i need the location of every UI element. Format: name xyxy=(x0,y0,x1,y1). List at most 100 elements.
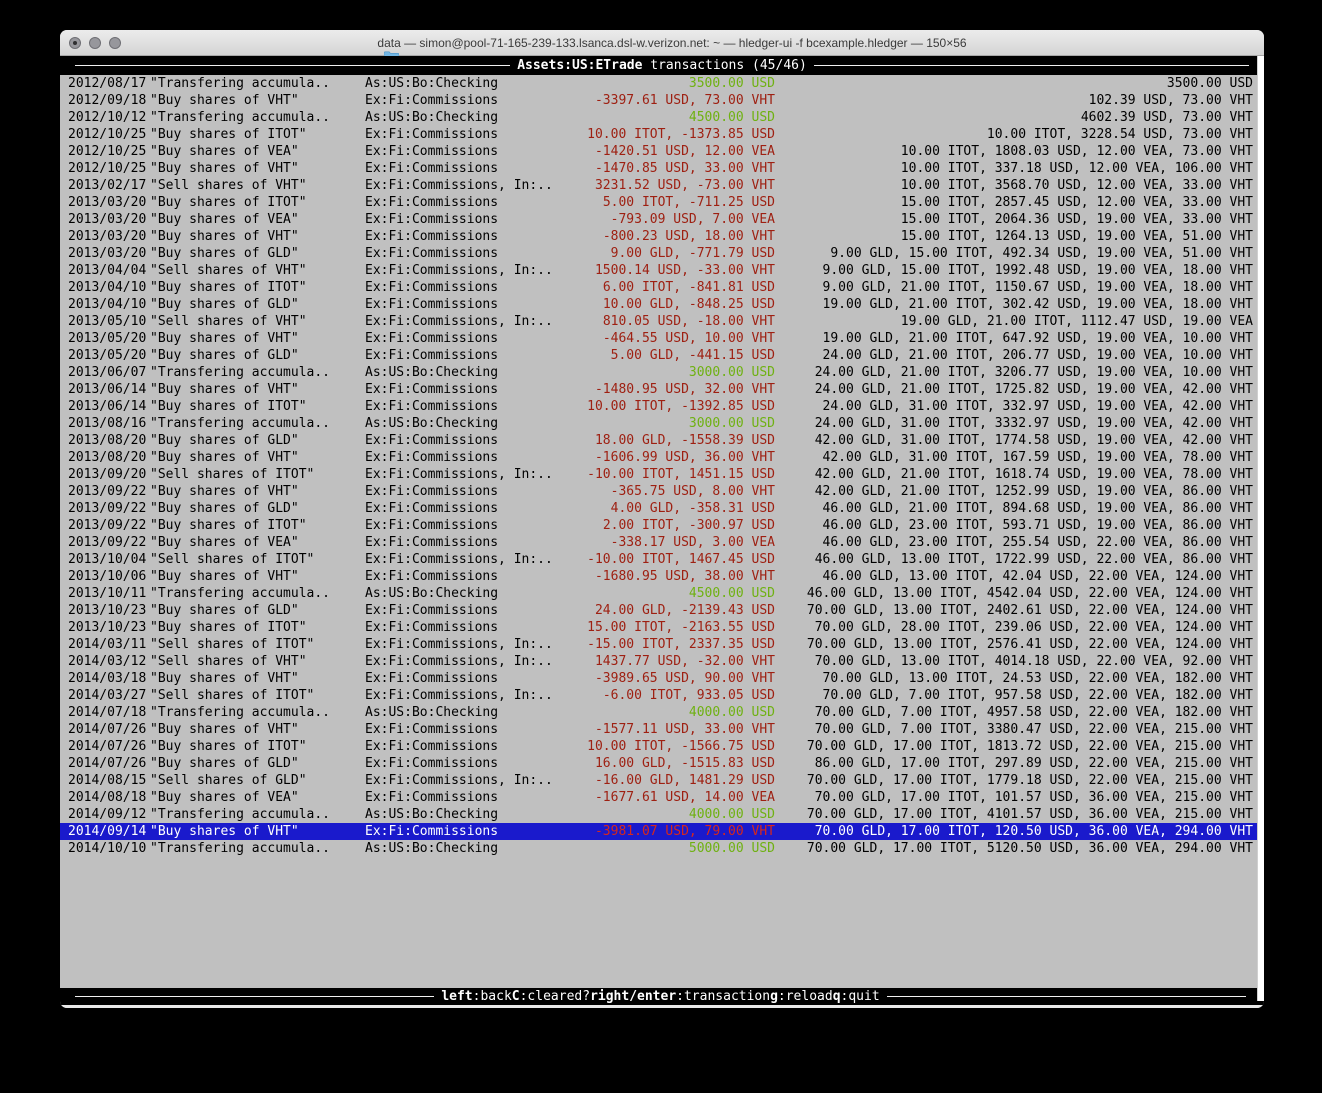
transaction-row[interactable]: 2012/08/17 "Transfering accumula.. As:US:B… xyxy=(60,75,1264,92)
transaction-row[interactable]: 2012/10/25 "Buy shares of VHT" Ex:Fi:Commi… xyxy=(60,160,1264,177)
macos-titlebar[interactable]: data — simon@pool-71-165-239-133.lsanca.… xyxy=(60,30,1264,63)
window-title: data — simon@pool-71-165-239-133.lsanca.… xyxy=(357,36,967,63)
transaction-row[interactable]: 2013/09/22 "Buy shares of VHT" Ex:Fi:Commi… xyxy=(60,483,1264,500)
transaction-amount: 15.00 ITOT, -2163.55 USD xyxy=(587,620,775,635)
transaction-row[interactable]: 2013/03/20 "Buy shares of VHT" Ex:Fi:Commi… xyxy=(60,228,1264,245)
status-key-action: :quit xyxy=(840,989,880,1004)
transaction-row[interactable]: 2013/10/04 "Sell shares of ITOT" Ex:Fi:Com… xyxy=(60,551,1264,568)
transaction-other-accounts: Ex:Fi:Commissions xyxy=(365,484,499,499)
transaction-row[interactable]: 2014/03/11 "Sell shares of ITOT" Ex:Fi:Com… xyxy=(60,636,1264,653)
transaction-row[interactable]: 2013/10/06 "Buy shares of VHT" Ex:Fi:Commi… xyxy=(60,568,1264,585)
transaction-row[interactable]: 2013/10/23 "Buy shares of GLD" Ex:Fi:Commi… xyxy=(60,602,1264,619)
transaction-date: 2013/10/23 xyxy=(68,603,147,618)
transaction-running-total: 9.00 GLD, 15.00 ITOT, 492.34 USD, 19.00 … xyxy=(830,246,1253,261)
transaction-running-total: 10.00 ITOT, 1808.03 USD, 12.00 VEA, 73.0… xyxy=(900,144,1253,159)
transaction-running-total: 70.00 GLD, 13.00 ITOT, 24.53 USD, 22.00 … xyxy=(822,671,1253,686)
transaction-row[interactable]: 2014/07/26 "Buy shares of VHT" Ex:Fi:Commi… xyxy=(60,721,1264,738)
transaction-row[interactable]: 2013/04/10 "Buy shares of GLD" Ex:Fi:Commi… xyxy=(60,296,1264,313)
transaction-date: 2013/09/20 xyxy=(68,467,147,482)
transaction-running-total: 70.00 GLD, 7.00 ITOT, 4957.58 USD, 22.00… xyxy=(814,705,1253,720)
transaction-row[interactable]: 2013/08/16 "Transfering accumula.. As:US:B… xyxy=(60,415,1264,432)
transaction-amount: -1677.61 USD, 14.00 VEA xyxy=(594,790,775,805)
transaction-row[interactable]: 2013/06/07 "Transfering accumula.. As:US:B… xyxy=(60,364,1264,381)
transaction-row[interactable]: 2013/05/20 "Buy shares of VHT" Ex:Fi:Commi… xyxy=(60,330,1264,347)
transaction-row[interactable]: 2012/10/12 "Transfering accumula.. As:US:B… xyxy=(60,109,1264,126)
transaction-other-accounts: Ex:Fi:Commissions xyxy=(365,450,499,465)
transaction-row[interactable]: 2013/02/17 "Sell shares of VHT" Ex:Fi:Comm… xyxy=(60,177,1264,194)
transaction-row[interactable]: 2012/10/25 "Buy shares of ITOT" Ex:Fi:Comm… xyxy=(60,126,1264,143)
status-bar: left:back C:cleared? right/enter:transac… xyxy=(60,988,1264,1005)
transaction-row[interactable]: 2013/03/20 "Buy shares of VEA" Ex:Fi:Commi… xyxy=(60,211,1264,228)
transaction-row[interactable]: 2014/10/10 "Transfering accumula.. As:US:B… xyxy=(60,840,1264,857)
transaction-row[interactable]: 2014/08/15 "Sell shares of GLD" Ex:Fi:Comm… xyxy=(60,772,1264,789)
transaction-description: "Buy shares of GLD" xyxy=(150,348,299,363)
transaction-date: 2012/10/25 xyxy=(68,144,147,159)
status-key-action: :reload xyxy=(777,989,833,1004)
transaction-row[interactable]: 2014/03/18 "Buy shares of VHT" Ex:Fi:Commi… xyxy=(60,670,1264,687)
transaction-date: 2012/10/25 xyxy=(68,127,147,142)
transaction-amount: 10.00 ITOT, -1373.85 USD xyxy=(587,127,775,142)
transaction-description: "Buy shares of VHT" xyxy=(150,331,299,346)
transaction-description: "Buy shares of ITOT" xyxy=(150,399,307,414)
transaction-amount: -10.00 ITOT, 1467.45 USD xyxy=(587,552,775,567)
transaction-row[interactable]: 2013/09/20 "Sell shares of ITOT" Ex:Fi:Com… xyxy=(60,466,1264,483)
transaction-amount: -464.55 USD, 10.00 VHT xyxy=(602,331,775,346)
transaction-other-accounts: Ex:Fi:Commissions, In:.. xyxy=(365,688,553,703)
transaction-row[interactable]: 2013/09/22 "Buy shares of GLD" Ex:Fi:Commi… xyxy=(60,500,1264,517)
transaction-description: "Buy shares of ITOT" xyxy=(150,620,307,635)
transaction-row[interactable]: 2013/06/14 "Buy shares of VHT" Ex:Fi:Commi… xyxy=(60,381,1264,398)
transaction-row[interactable]: 2013/06/14 "Buy shares of ITOT" Ex:Fi:Comm… xyxy=(60,398,1264,415)
transaction-other-accounts: Ex:Fi:Commissions xyxy=(365,297,499,312)
transaction-other-accounts: Ex:Fi:Commissions, In:.. xyxy=(365,314,553,329)
transaction-amount: 4500.00 USD xyxy=(688,110,775,125)
transaction-description: "Buy shares of ITOT" xyxy=(150,518,307,533)
transaction-row[interactable]: 2014/07/26 "Buy shares of ITOT" Ex:Fi:Comm… xyxy=(60,738,1264,755)
transaction-row[interactable]: 2013/10/23 "Buy shares of ITOT" Ex:Fi:Comm… xyxy=(60,619,1264,636)
transaction-other-accounts: As:US:Bo:Checking xyxy=(365,416,499,431)
transaction-date: 2013/03/20 xyxy=(68,212,147,227)
transaction-row[interactable]: 2014/09/12 "Transfering accumula.. As:US:B… xyxy=(60,806,1264,823)
transaction-date: 2013/09/22 xyxy=(68,518,147,533)
transaction-row[interactable]: 2013/10/11 "Transfering accumula.. As:US:B… xyxy=(60,585,1264,602)
transaction-date: 2014/07/26 xyxy=(68,739,147,754)
transaction-description: "Transfering accumula.. xyxy=(150,841,331,856)
transaction-description: "Buy shares of ITOT" xyxy=(150,280,307,295)
transaction-running-total: 42.00 GLD, 31.00 ITOT, 1774.58 USD, 19.0… xyxy=(814,433,1253,448)
transaction-row[interactable]: 2013/03/20 "Buy shares of GLD" Ex:Fi:Commi… xyxy=(60,245,1264,262)
transaction-row[interactable]: 2013/09/22 "Buy shares of ITOT" Ex:Fi:Comm… xyxy=(60,517,1264,534)
transaction-running-total: 70.00 GLD, 13.00 ITOT, 2402.61 USD, 22.0… xyxy=(806,603,1253,618)
transaction-row[interactable]: 2013/08/20 "Buy shares of VHT" Ex:Fi:Commi… xyxy=(60,449,1264,466)
transaction-row[interactable]: 2013/09/22 "Buy shares of VEA" Ex:Fi:Commi… xyxy=(60,534,1264,551)
transaction-amount: 1500.14 USD, -33.00 VHT xyxy=(594,263,775,278)
transaction-amount: -1470.85 USD, 33.00 VHT xyxy=(594,161,775,176)
status-key: C xyxy=(511,989,520,1004)
transaction-row[interactable]: 2014/07/26 "Buy shares of GLD" Ex:Fi:Commi… xyxy=(60,755,1264,772)
transaction-description: "Transfering accumula.. xyxy=(150,76,331,91)
scrollbar[interactable] xyxy=(1257,56,1264,1001)
transaction-running-total: 10.00 ITOT, 3228.54 USD, 73.00 VHT xyxy=(986,127,1253,142)
transaction-amount: 10.00 ITOT, -1392.85 USD xyxy=(587,399,775,414)
transaction-description: "Buy shares of VHT" xyxy=(150,722,299,737)
transaction-row[interactable]: 2013/04/04 "Sell shares of VHT" Ex:Fi:Comm… xyxy=(60,262,1264,279)
close-button[interactable] xyxy=(69,37,81,49)
transaction-row[interactable]: 2014/09/14 "Buy shares of VHT" Ex:Fi:Commi… xyxy=(60,823,1264,840)
transaction-row[interactable]: 2012/09/18 "Buy shares of VHT" Ex:Fi:Commi… xyxy=(60,92,1264,109)
transaction-amount: 5000.00 USD xyxy=(688,841,775,856)
minimize-button[interactable] xyxy=(89,37,101,49)
transaction-other-accounts: Ex:Fi:Commissions xyxy=(365,127,499,142)
transaction-row[interactable]: 2014/08/18 "Buy shares of VEA" Ex:Fi:Commi… xyxy=(60,789,1264,806)
transaction-other-accounts: Ex:Fi:Commissions, In:.. xyxy=(365,467,553,482)
zoom-button[interactable] xyxy=(109,37,121,49)
transaction-row[interactable]: 2013/05/10 "Sell shares of VHT" Ex:Fi:Comm… xyxy=(60,313,1264,330)
transaction-amount: 5.00 ITOT, -711.25 USD xyxy=(602,195,775,210)
transaction-row[interactable]: 2014/03/12 "Sell shares of VHT" Ex:Fi:Comm… xyxy=(60,653,1264,670)
transaction-row[interactable]: 2013/08/20 "Buy shares of GLD" Ex:Fi:Commi… xyxy=(60,432,1264,449)
transaction-row[interactable]: 2013/04/10 "Buy shares of ITOT" Ex:Fi:Comm… xyxy=(60,279,1264,296)
transaction-row[interactable]: 2013/05/20 "Buy shares of GLD" Ex:Fi:Commi… xyxy=(60,347,1264,364)
transaction-description: "Transfering accumula.. xyxy=(150,110,331,125)
transaction-other-accounts: Ex:Fi:Commissions, In:.. xyxy=(365,637,553,652)
transaction-row[interactable]: 2014/03/27 "Sell shares of ITOT" Ex:Fi:Com… xyxy=(60,687,1264,704)
transaction-row[interactable]: 2013/03/20 "Buy shares of ITOT" Ex:Fi:Comm… xyxy=(60,194,1264,211)
transaction-row[interactable]: 2014/07/18 "Transfering accumula.. As:US:B… xyxy=(60,704,1264,721)
transaction-row[interactable]: 2012/10/25 "Buy shares of VEA" Ex:Fi:Commi… xyxy=(60,143,1264,160)
